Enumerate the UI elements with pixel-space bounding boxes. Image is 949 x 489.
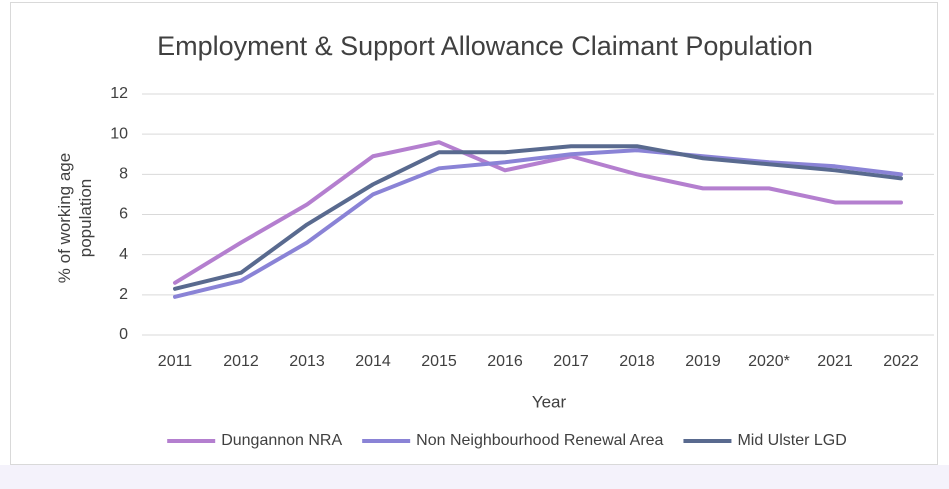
footer-band — [0, 465, 949, 489]
x-tick-label: 2015 — [421, 353, 457, 370]
series-line — [173, 148, 903, 299]
x-tick-label: 2019 — [685, 353, 721, 370]
y-tick-label: 6 — [119, 206, 128, 223]
x-axis-label: Year — [532, 392, 567, 411]
y-tick-label: 12 — [110, 85, 128, 102]
chart-title: Employment & Support Allowance Claimant … — [157, 31, 813, 61]
legend-label: Mid Ulster LGD — [737, 432, 846, 449]
legend-label: Dungannon NRA — [221, 432, 342, 449]
x-tick-label: 2016 — [487, 353, 523, 370]
y-tick-label: 8 — [119, 166, 128, 183]
y-tick-label: 2 — [119, 286, 128, 303]
x-tick-label: 2022 — [883, 353, 919, 370]
x-tick-label: 2020* — [748, 353, 790, 370]
x-tick-label: 2014 — [355, 353, 391, 370]
y-tick-label: 10 — [110, 125, 128, 142]
x-tick-label: 2011 — [158, 353, 193, 370]
chart-border — [10, 2, 938, 465]
x-tick-label: 2012 — [223, 353, 259, 370]
series-line — [173, 144, 903, 291]
y-tick-label: 0 — [119, 326, 128, 343]
x-tick-label: 2021 — [817, 353, 853, 370]
legend-label: Non Neighbourhood Renewal Area — [416, 432, 663, 449]
x-tick-label: 2018 — [619, 353, 655, 370]
y-axis-label: % of working age population — [55, 152, 95, 284]
x-tick-label: 2013 — [289, 353, 325, 370]
x-tick-label: 2017 — [553, 353, 589, 370]
y-tick-label: 4 — [119, 246, 128, 263]
series-line — [173, 140, 903, 285]
